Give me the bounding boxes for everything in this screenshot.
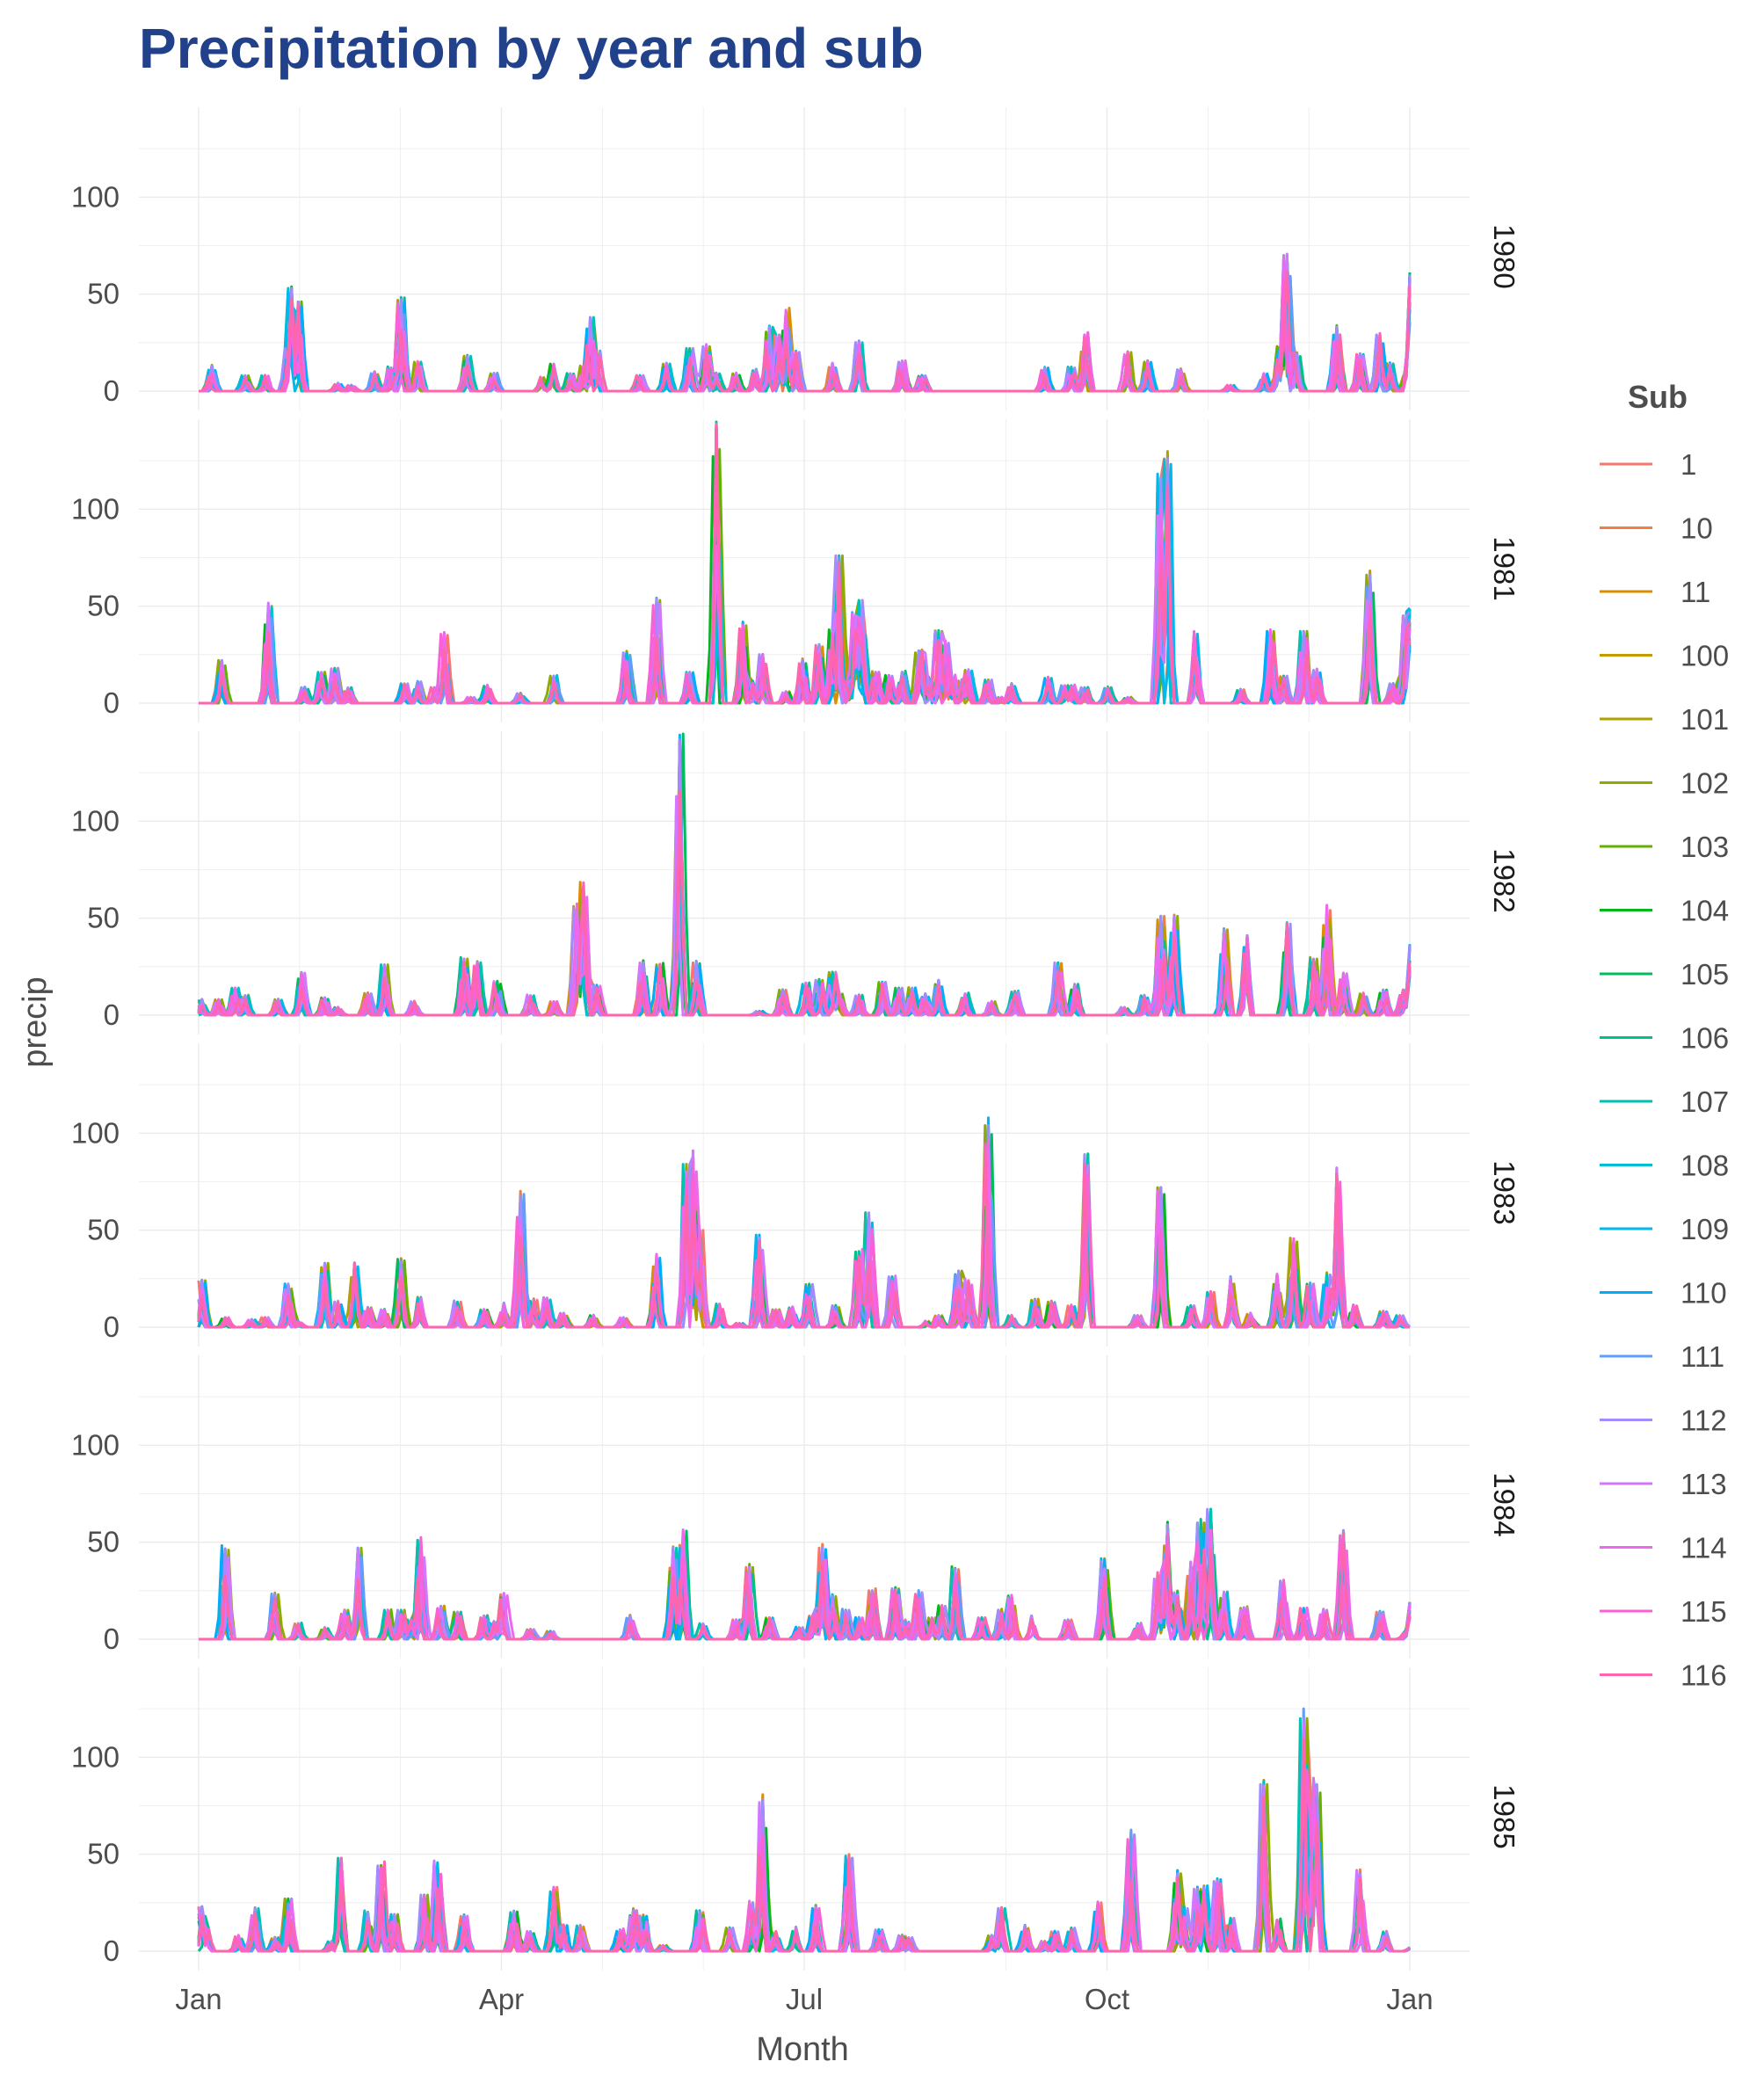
- y-tick-label: 50: [87, 278, 120, 310]
- y-tick-label: 0: [104, 1310, 120, 1343]
- y-tick-label: 0: [104, 374, 120, 407]
- facet-strip-label: 1982: [1488, 848, 1521, 912]
- facet-strip-label: 1984: [1488, 1472, 1521, 1536]
- y-tick-label: 100: [71, 1428, 120, 1461]
- chart-title: Precipitation by year and sub: [139, 17, 924, 80]
- legend-entry-label: 115: [1681, 1595, 1727, 1628]
- legend: Sub1101110010110210310410510610710810911…: [1600, 379, 1729, 1692]
- facet-strip-label: 1980: [1488, 224, 1521, 288]
- facet-panel-1982: 0 50 100 1982: [71, 731, 1521, 1034]
- legend-entry-label: 101: [1681, 703, 1729, 736]
- legend-entry-label: 103: [1681, 831, 1729, 863]
- y-tick-label: 50: [87, 1526, 120, 1558]
- legend-entry-label: 1: [1681, 448, 1696, 481]
- y-tick-label: 100: [71, 804, 120, 837]
- x-tick-label: Jan: [1386, 1983, 1433, 2015]
- y-tick-label: 0: [104, 998, 120, 1031]
- series-line-116: [199, 423, 1412, 705]
- x-axis-label: Month: [756, 2031, 849, 2068]
- x-tick-label: Jan: [175, 1983, 221, 2015]
- x-tick-label: Oct: [1085, 1983, 1129, 2015]
- series-line-116: [197, 789, 1412, 1017]
- legend-entry-label: 102: [1681, 767, 1729, 800]
- x-axis: Jan Apr Jul Oct Jan: [175, 1983, 1433, 2015]
- legend-entry-label: 100: [1681, 640, 1729, 672]
- series-line-116: [199, 270, 1412, 393]
- facet-strip-label: 1981: [1488, 536, 1521, 600]
- y-tick-label: 100: [71, 1740, 120, 1773]
- legend-entry-label: 10: [1681, 512, 1713, 545]
- y-tick-label: 0: [104, 1934, 120, 1967]
- legend-entry-label: 112: [1681, 1405, 1727, 1437]
- facet-strip-label: 1983: [1488, 1160, 1521, 1224]
- x-tick-label: Apr: [479, 1983, 524, 2015]
- series-line-116: [199, 1532, 1412, 1641]
- facet-strip-label: 1985: [1488, 1784, 1521, 1848]
- y-tick-label: 100: [71, 180, 120, 213]
- facet-panel-1984: 0 50 100 1984: [71, 1355, 1521, 1659]
- series-line-116: [197, 1143, 1410, 1329]
- legend-entry-label: 116: [1681, 1659, 1727, 1692]
- facet-panel-1983: 0 50 100 1983: [71, 1043, 1521, 1346]
- y-tick-label: 0: [104, 1622, 120, 1655]
- legend-entry-label: 113: [1681, 1468, 1727, 1500]
- legend-title: Sub: [1628, 379, 1688, 415]
- y-tick-label: 100: [71, 492, 120, 525]
- y-tick-label: 100: [71, 1116, 120, 1149]
- legend-entry-label: 110: [1681, 1277, 1727, 1310]
- facet-panel-1981: 0 50 100 1981: [71, 419, 1521, 722]
- legend-entry-label: 106: [1681, 1022, 1729, 1055]
- y-tick-label: 50: [87, 590, 120, 622]
- y-tick-label: 0: [104, 686, 120, 719]
- facet-panels: 0 50 100 1980 0 50 100 1981 0 50 100 1982 0 50 100 1983…: [71, 107, 1521, 1971]
- legend-entry-label: 111: [1681, 1340, 1724, 1373]
- legend-entry-label: 109: [1681, 1213, 1729, 1245]
- y-tick-label: 50: [87, 1838, 120, 1870]
- y-axis-label: precip: [17, 976, 54, 1068]
- y-tick-label: 50: [87, 902, 120, 934]
- legend-entry-label: 114: [1681, 1532, 1727, 1564]
- series-line-116: [197, 1738, 1411, 1953]
- y-tick-label: 50: [87, 1214, 120, 1246]
- x-tick-label: Jul: [786, 1983, 823, 2015]
- facet-panel-1985: 0 50 100 1985: [71, 1667, 1521, 1971]
- legend-entry-label: 107: [1681, 1085, 1729, 1118]
- legend-entry-label: 11: [1681, 576, 1710, 608]
- legend-entry-label: 108: [1681, 1150, 1729, 1182]
- facet-panel-1980: 0 50 100 1980: [71, 107, 1521, 410]
- legend-entry-label: 105: [1681, 958, 1729, 991]
- legend-entry-label: 104: [1681, 895, 1729, 927]
